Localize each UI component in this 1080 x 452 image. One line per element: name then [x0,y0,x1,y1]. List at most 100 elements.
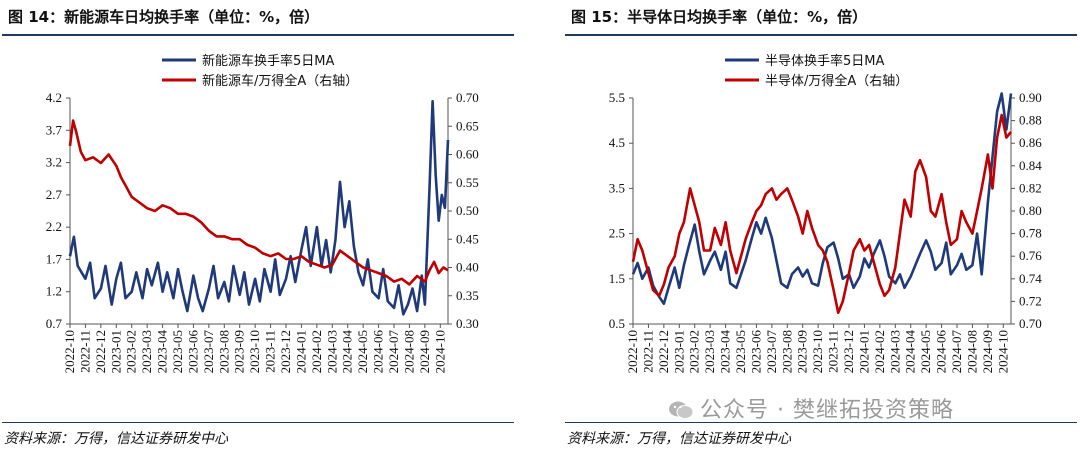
y-right-tick-label: 0.80 [1019,203,1042,218]
y-left-tick-label: 2.7 [46,187,63,202]
title-rule [2,34,514,36]
x-tick-label: 2023-02 [687,330,702,373]
x-tick-label: 2024-07 [949,330,964,374]
y-left-tick-label: 3.5 [609,180,625,195]
x-tick-label: 2023-08 [216,330,231,373]
watermark: 公众号 · 樊继拓投资策略 [668,392,954,424]
ev-turnover-chart: 0.7 1.2 1.7 2.2 2.7 3.2 3.7 4.2 0.30 0.35 0.40 0.45… [46,53,479,374]
x-tick-label: 2023-10 [247,330,262,373]
wechat-icon [669,401,694,419]
x-tick-label: 2022-12 [656,330,671,373]
y-left-tick-label: 2.2 [46,219,62,234]
y-right-tick-label: 0.86 [1019,135,1042,150]
y-right-tick-label: 0.70 [1019,316,1042,331]
x-tick-label: 2023-02 [124,330,139,373]
x-tick-label: 2024-02 [309,330,324,373]
series-line-relative [631,113,1013,314]
x-tick-label: 2023-04 [718,330,733,374]
x-tick-label: 2022-10 [625,330,640,373]
x-tick-label: 2024-02 [872,330,887,373]
watermark-text: 公众号 · 樊继拓投资策略 [700,398,954,423]
y-left-tick-label: 2.5 [609,226,625,241]
x-tick-label: 2022-11 [77,330,92,373]
x-tick-label: 2023-09 [795,330,810,373]
x-tick-label: 2024-06 [371,330,386,374]
x-tick-label: 2023-12 [278,330,293,373]
x-tick-label: 2023-06 [185,330,200,374]
y-right-tick-label: 0.50 [456,203,479,218]
x-tick-label: 2023-07 [764,330,779,374]
y-right-tick-label: 0.40 [456,260,479,275]
y-right-tick-label: 0.55 [456,175,479,190]
y-right-tick-label: 0.76 [1019,248,1042,263]
y-left-tick-label: 5.5 [609,90,625,105]
x-tick-label: 2024-08 [964,330,979,373]
y-left-tick-label: 0.7 [46,316,63,331]
x-tick-label: 2023-11 [263,330,278,373]
y-right-tick-label: 0.65 [456,118,479,133]
series-line-turnover [631,92,1013,305]
y-right-tick-label: 0.60 [456,147,479,162]
y-right-tick-label: 0.82 [1019,180,1042,195]
chart-panel-semiconductor: 图 15：半导体日均换手率（单位：%，倍） 0.5 1.5 2.5 3.5 4.5 5.5… [565,0,1080,452]
source-note: 资料来源：万得，信达证券研发中心 [567,431,791,447]
source-rule [2,422,514,423]
x-tick-label: 2024-05 [918,330,933,373]
y-right-tick-label: 0.30 [456,316,479,331]
y-left-tick-label: 1.5 [609,271,625,286]
y-right-tick-label: 0.45 [456,231,479,246]
x-tick-label: 2023-01 [108,330,123,373]
x-tick-label: 2023-07 [201,330,216,374]
y-left-tick-label: 1.7 [46,251,63,266]
x-tick-label: 2024-06 [934,330,949,374]
x-tick-label: 2023-08 [779,330,794,373]
series-line-relative [68,119,449,286]
y-right-tick-label: 0.72 [1019,293,1042,308]
y-left-tick-label: 4.2 [46,90,62,105]
x-tick-label: 2023-04 [155,330,170,374]
y-right-tick-label: 0.90 [1019,90,1042,105]
x-tick-label: 2023-05 [733,330,748,373]
legend-label: 新能源车/万得全A（右轴） [202,73,358,89]
x-tick-label: 2023-01 [671,330,686,373]
x-tick-label: 2024-01 [293,330,308,373]
x-tick-label: 2023-10 [810,330,825,373]
y-left-tick-label: 0.5 [609,316,625,331]
x-tick-label: 2024-03 [887,330,902,373]
chart-panel-ev: 图 14：新能源车日均换手率（单位：%，倍） 0.7 1.2 1.7 2.2 2.7 3.… [2,0,522,452]
x-tick-label: 2024-04 [903,330,918,374]
title-rule [565,34,1077,36]
x-tick-label: 2023-09 [232,330,247,373]
x-tick-label: 2022-10 [62,330,77,373]
y-right-tick-label: 0.70 [456,90,479,105]
y-left-tick-label: 1.2 [46,284,62,299]
y-right-tick-label: 0.84 [1019,158,1042,173]
x-tick-label: 2024-05 [355,330,370,373]
y-right-tick-label: 0.88 [1019,113,1042,128]
x-tick-label: 2024-04 [340,330,355,374]
x-tick-label: 2024-09 [980,330,995,373]
legend-label: 半导体/万得全A（右轴） [765,73,908,89]
semiconductor-turnover-chart: 0.5 1.5 2.5 3.5 4.5 5.5 0.70 0.72 0.74 0.76 0.78 0.… [609,53,1043,374]
source-note: 资料来源：万得，信达证券研发中心 [4,431,228,447]
y-left-tick-label: 4.5 [609,135,625,150]
x-tick-label: 2023-12 [841,330,856,373]
x-tick-label: 2024-10 [432,330,447,373]
source-rule [565,422,1077,423]
figure-title: 图 14：新能源车日均换手率（单位：%，倍） [8,8,320,26]
x-tick-label: 2024-07 [386,330,401,374]
x-tick-label: 2023-11 [826,330,841,373]
legend-label: 半导体换手率5日MA [765,53,884,69]
x-tick-label: 2022-11 [640,330,655,373]
x-tick-label: 2024-09 [417,330,432,373]
y-right-tick-label: 0.74 [1019,271,1042,286]
legend-label: 新能源车换手率5日MA [202,53,334,69]
y-left-tick-label: 3.7 [46,122,63,137]
y-left-tick-label: 3.2 [46,155,62,170]
y-right-tick-label: 0.78 [1019,226,1042,241]
figure-title: 图 15：半导体日均换手率（单位：%，倍） [571,8,868,26]
x-tick-label: 2024-10 [995,330,1010,373]
x-tick-label: 2024-03 [324,330,339,373]
y-right-tick-label: 0.35 [456,288,479,303]
x-tick-label: 2024-08 [401,330,416,373]
